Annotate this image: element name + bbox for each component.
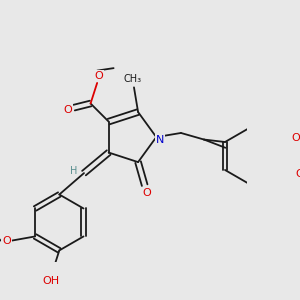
Text: CH₃: CH₃ <box>123 74 141 84</box>
Text: O: O <box>291 133 300 143</box>
Text: O: O <box>2 236 11 246</box>
Text: O: O <box>296 169 300 179</box>
Text: O: O <box>63 105 72 115</box>
Text: OH: OH <box>43 276 60 286</box>
Text: O: O <box>94 71 103 81</box>
Text: N: N <box>156 134 165 145</box>
Text: O: O <box>143 188 152 198</box>
Text: H: H <box>70 166 78 176</box>
